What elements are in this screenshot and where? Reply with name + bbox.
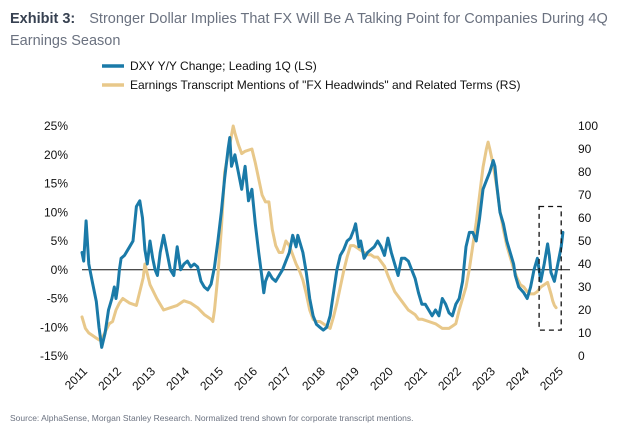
right-axis-tick-label: 90 xyxy=(578,142,592,156)
x-axis-tick-label: 2014 xyxy=(163,364,192,393)
left-axis-tick-label: -10% xyxy=(40,320,68,334)
left-axis-tick-label: 25% xyxy=(44,119,68,133)
x-axis-tick-label: 2022 xyxy=(435,364,464,393)
chart-title: Stronger Dollar Implies That FX Will Be … xyxy=(10,11,608,49)
left-axis-tick-label: -5% xyxy=(47,292,69,306)
right-axis-tick-label: 60 xyxy=(578,211,592,225)
right-axis-tick-label: 100 xyxy=(578,119,598,133)
source-note: Source: AlphaSense, Morgan Stanley Resea… xyxy=(10,413,414,423)
left-axis-tick-label: -15% xyxy=(40,349,68,363)
exhibit-label: Exhibit 3: xyxy=(10,11,76,27)
legend-label-0: DXY Y/Y Change; Leading 1Q (LS) xyxy=(130,59,317,73)
left-axis-tick-label: 0% xyxy=(51,263,69,277)
right-axis-tick-label: 40 xyxy=(578,257,592,271)
legend-label-1: Earnings Transcript Mentions of "FX Head… xyxy=(130,78,520,92)
highlight-box xyxy=(538,205,562,331)
chart-header: Exhibit 3: Stronger Dollar Implies That F… xyxy=(10,8,610,52)
right-axis-tick-label: 0 xyxy=(578,349,585,363)
x-axis-tick-label: 2021 xyxy=(401,364,430,393)
left-axis-tick-label: 10% xyxy=(44,205,68,219)
x-axis-tick-label: 2019 xyxy=(333,364,362,393)
x-axis-tick-label: 2013 xyxy=(129,364,158,393)
x-axis-tick-label: 2024 xyxy=(503,364,532,393)
dxy-series-line xyxy=(80,136,565,349)
left-axis-tick-label: 15% xyxy=(44,177,68,191)
x-axis-tick-label: 2020 xyxy=(367,364,396,393)
left-axis-tick-label: 20% xyxy=(44,148,68,162)
x-axis-tick-label: 2018 xyxy=(299,364,328,393)
right-axis-tick-label: 20 xyxy=(578,303,592,317)
right-axis-tick-label: 10 xyxy=(578,326,592,340)
left-axis-tick-label: 5% xyxy=(51,234,69,248)
x-axis-tick-label: 2017 xyxy=(265,364,294,393)
x-axis-tick-label: 2015 xyxy=(197,364,226,393)
x-axis-tick-label: 2012 xyxy=(95,364,124,393)
right-axis-tick-label: 70 xyxy=(578,188,592,202)
x-axis-tick-label: 2023 xyxy=(469,364,498,393)
right-axis-tick-label: 50 xyxy=(578,234,592,248)
x-axis-tick-label: 2025 xyxy=(537,364,566,393)
fx-mentions-series-line xyxy=(80,124,558,342)
x-axis-tick-label: 2011 xyxy=(62,364,90,392)
right-axis-tick-label: 30 xyxy=(578,280,592,294)
right-axis-tick-label: 80 xyxy=(578,165,592,179)
x-axis-tick-label: 2016 xyxy=(231,364,260,393)
